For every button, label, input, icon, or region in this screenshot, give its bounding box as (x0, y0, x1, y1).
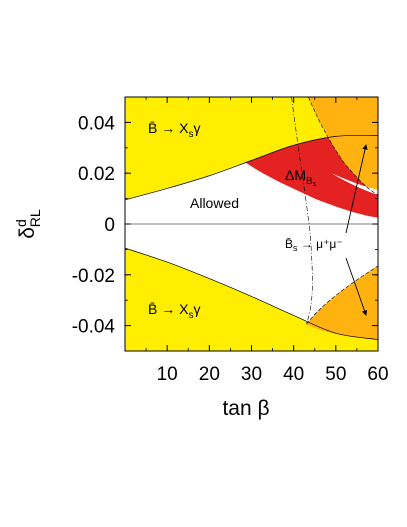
x-tick-label: 30 (241, 364, 262, 385)
bsg-lower-label-main: B̄ → X (148, 301, 189, 317)
axes: 10 20 30 40 50 60 0.04 0.02 0 -0.02 -0.04 (72, 96, 389, 385)
y-tick-label: 0 (104, 215, 115, 236)
x-axis-title: tan β (222, 397, 269, 420)
bsg-upper-label: B̄ → Xsγ (148, 120, 200, 140)
bsmumu-label-sub: s (293, 243, 298, 253)
y-tick-label: 0.04 (78, 113, 115, 134)
x-tick-label: 10 (157, 364, 178, 385)
dmbs-label-subsub: s (313, 181, 317, 188)
bsg-lower-label-tail: γ (193, 301, 200, 317)
dmbs-label-sub: B (306, 176, 313, 187)
bsmumu-arrow-up (345, 144, 368, 234)
y-tick-label: 0.02 (78, 164, 115, 185)
bsg-lower-label-sub: s (188, 310, 193, 321)
bsg-upper-label-tail: γ (193, 120, 200, 136)
allowed-label: Allowed (190, 195, 239, 211)
x-tick-label: 20 (199, 364, 220, 385)
bsmumu-lower-region (306, 265, 378, 340)
y-tick-label: -0.04 (72, 317, 116, 338)
bsg-lower-boundary (125, 247, 378, 340)
bsg-upper-region (125, 97, 378, 200)
bsg-lower-label: B̄ → Xsγ (148, 301, 200, 321)
dmbs-label: ΔMBs (285, 167, 317, 188)
y-tick-label: -0.02 (72, 266, 115, 287)
bsmumu-arrow-down (345, 257, 368, 316)
y-axis-title: δdRL (13, 209, 43, 239)
dmbs-label-main: ΔM (285, 167, 306, 183)
bsg-upper-label-sub: s (188, 129, 193, 140)
bsmumu-label-main: B̄ (285, 237, 293, 251)
bsg-upper-label-main: B̄ → X (148, 120, 189, 136)
bsmumu-label: B̄s → μ⁺μ⁻ (285, 237, 343, 253)
plot-area (125, 97, 378, 351)
bsmumu-notch (331, 173, 378, 195)
svg-text:δdRL: δdRL (13, 209, 43, 239)
x-tick-label: 40 (283, 364, 304, 385)
bsmumu-curve-lower (306, 265, 378, 325)
bsmumu-curve-right (308, 97, 378, 196)
bsg-upper-boundary (125, 135, 378, 201)
bsmumu-label-tail: → μ⁺μ⁻ (298, 237, 343, 251)
bsmumu-curve-left (291, 97, 313, 325)
x-tick-label: 60 (367, 364, 388, 385)
x-tick-label: 50 (325, 364, 346, 385)
